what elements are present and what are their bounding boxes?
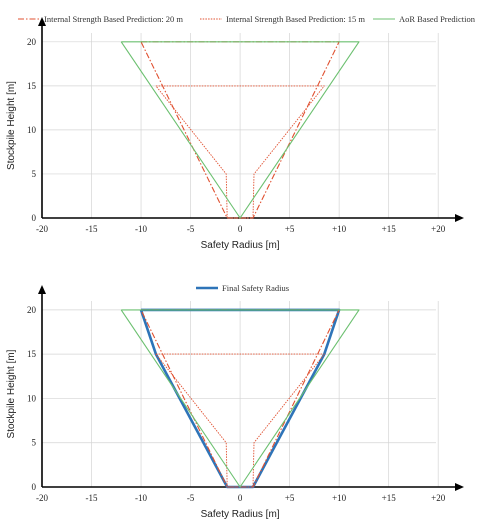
x-tick-label: +20: [431, 493, 446, 503]
series-line-dotted-outline: [155, 85, 325, 219]
x-tick-label: +10: [332, 224, 347, 234]
y-axis-arrow: [38, 17, 46, 26]
legend-label: AoR Based Prediction: [399, 14, 476, 24]
y-tick-label: 20: [27, 37, 37, 47]
x-tick-label: -10: [135, 224, 147, 234]
x-axis-arrow: [455, 483, 464, 491]
y-tick-label: 0: [32, 482, 37, 492]
y-tick-label: 5: [32, 169, 37, 179]
bottom-chart: -20 -15 -10 -5 0 +5 +10 +15 +20 0 5 10 15 20 Safety Ra…: [6, 283, 464, 520]
series-line-solid: [120, 309, 360, 488]
x-tick-label: -15: [86, 224, 98, 234]
y-tick-label: 15: [27, 349, 37, 359]
x-tick-label: 0: [238, 224, 243, 234]
x-tick-label: -20: [36, 493, 48, 503]
y-tick-label: 5: [32, 438, 37, 448]
y-tick-label: 0: [32, 213, 37, 223]
x-tick-label: -20: [36, 224, 48, 234]
y-tick-label: 20: [27, 305, 37, 315]
x-tick-label: -5: [187, 224, 195, 234]
x-tick-label: 0: [238, 493, 243, 503]
legend-label: Internal Strength Based Prediction: 20 m: [44, 14, 183, 24]
x-tick-label: +15: [382, 493, 397, 503]
y-tick-label: 10: [27, 393, 37, 403]
legend-label: Internal Strength Based Prediction: 15 m: [226, 14, 365, 24]
y-axis-label: Stockpile Height [m]: [6, 349, 17, 438]
x-tick-label: +20: [431, 224, 446, 234]
legend-label: Final Safety Radius: [222, 283, 289, 293]
x-tick-label: +5: [285, 493, 295, 503]
x-axis-label: Safety Radius [m]: [201, 240, 280, 251]
x-tick-label: -15: [86, 493, 98, 503]
y-tick-label: 10: [27, 125, 37, 135]
x-tick-label: -5: [187, 493, 195, 503]
y-tick-label: 15: [27, 81, 37, 91]
top-chart: -20 -15 -10 -5 0 +5 +10 +15 +20 0 5 10 15 20 Safety Ra…: [6, 14, 476, 251]
y-axis-label: Stockpile Height [m]: [6, 81, 17, 170]
series-line-dotted-outline: [155, 353, 325, 488]
x-tick-label: +10: [332, 493, 347, 503]
x-tick-label: -10: [135, 493, 147, 503]
series-line-solid: [120, 41, 360, 219]
x-axis-label: Safety Radius [m]: [201, 509, 280, 520]
x-tick-label: +5: [285, 224, 295, 234]
x-tick-label: +15: [382, 224, 397, 234]
x-axis-arrow: [455, 214, 464, 222]
y-axis-arrow: [38, 285, 46, 294]
